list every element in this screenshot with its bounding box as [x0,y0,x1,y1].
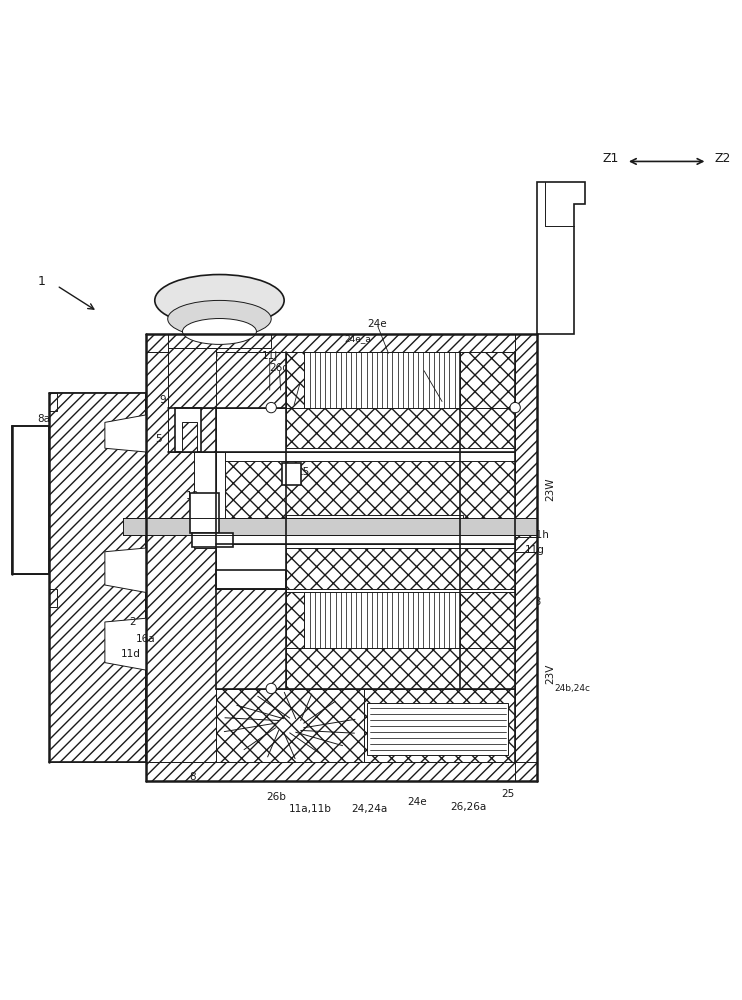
Circle shape [266,683,276,694]
Text: 11c: 11c [520,582,539,592]
Bar [304,592,460,648]
Bar [183,422,197,452]
Bar [460,592,515,648]
Bar [286,352,304,408]
Bar [192,533,233,547]
Text: 11a,11b: 11a,11b [289,804,332,814]
Polygon shape [168,348,216,452]
Text: 8a: 8a [37,414,50,424]
Text: 11f: 11f [408,567,425,577]
Polygon shape [50,393,145,762]
Bar [216,535,515,544]
Bar [282,463,301,485]
Bar [460,352,515,408]
Bar [216,452,225,544]
Polygon shape [286,648,515,689]
Text: 24e: 24e [367,319,387,329]
Text: 11d: 11d [121,649,141,659]
Bar [190,493,220,533]
Text: 8b: 8b [194,288,208,298]
Text: 28: 28 [528,597,542,607]
Text: 16: 16 [248,573,261,583]
Text: Z2: Z2 [715,152,731,165]
Bar [175,408,201,452]
Text: 1: 1 [38,275,46,288]
Polygon shape [515,334,537,781]
Text: 25: 25 [501,789,514,799]
Polygon shape [145,352,286,762]
Ellipse shape [155,275,284,326]
Bar [13,426,50,574]
Text: 26d: 26d [269,363,289,373]
Polygon shape [286,408,515,448]
Polygon shape [145,762,537,781]
Bar [216,570,286,589]
Polygon shape [168,334,272,348]
Text: 10: 10 [206,351,219,361]
Text: 4: 4 [514,743,521,753]
Text: 17: 17 [193,530,206,540]
Text: 23W: 23W [545,477,555,501]
Bar [304,352,460,408]
Circle shape [510,402,520,413]
Text: 26b: 26b [266,792,286,802]
Bar [286,592,304,648]
Polygon shape [216,452,515,544]
Text: 7: 7 [344,358,351,368]
Text: 24e: 24e [407,797,427,807]
Ellipse shape [168,300,272,337]
Polygon shape [364,689,515,762]
Text: 24,24a: 24,24a [352,804,387,814]
Text: 26,26a: 26,26a [404,363,441,373]
Text: 11h: 11h [530,530,550,540]
Ellipse shape [183,319,257,344]
Polygon shape [145,334,537,352]
Text: 3,6: 3,6 [292,375,309,385]
Text: 23V: 23V [545,664,555,684]
Polygon shape [515,552,537,762]
Circle shape [266,402,276,413]
Text: 24b,24c: 24b,24c [554,684,591,693]
Bar [216,452,515,461]
Text: 16a: 16a [136,634,155,644]
Text: 11j: 11j [262,351,278,361]
Polygon shape [537,182,585,334]
Text: 8: 8 [188,772,195,782]
Text: 18: 18 [186,491,199,501]
Text: 15: 15 [296,467,309,477]
Text: 9: 9 [160,395,166,405]
Text: 5: 5 [156,434,162,444]
Text: 12: 12 [363,363,376,373]
Text: 11: 11 [326,363,339,373]
Bar [123,518,537,535]
Text: 26,26a: 26,26a [450,802,487,812]
Text: 2: 2 [130,617,137,627]
Text: 24e_a: 24e_a [344,334,371,343]
Polygon shape [13,393,57,607]
Bar [367,703,508,755]
Text: 11j: 11j [280,701,296,711]
Polygon shape [515,334,537,537]
Polygon shape [286,548,515,589]
Polygon shape [216,689,364,762]
Text: 11g: 11g [525,545,545,555]
Text: Z1: Z1 [603,152,619,165]
Text: 14: 14 [510,570,524,580]
